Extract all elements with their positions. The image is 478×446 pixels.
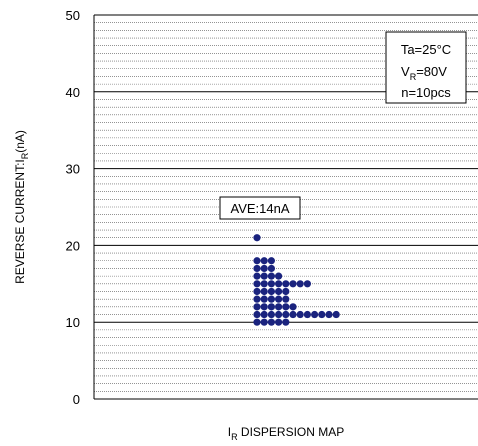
data-point [282,303,290,311]
data-point [303,280,311,288]
y-axis-label: REVERSE CURRENT:IR(nA) [13,130,30,284]
data-point [253,318,261,326]
data-point [275,310,283,319]
data-point [275,287,283,296]
data-point [275,318,283,326]
data-point [253,295,261,303]
average-label-box: AVE:14nA [219,196,301,220]
data-point [267,280,275,288]
data-point [296,310,304,319]
data-point [253,310,261,319]
data-point [282,287,290,296]
data-point [260,318,268,326]
data-point [260,287,268,296]
data-point [325,310,333,319]
data-point [275,303,283,311]
condition-sample-count: n=10pcs [401,85,451,100]
x-axis-label: IR DISPERSION MAP [228,425,345,442]
data-point [303,310,311,319]
data-point [267,295,275,303]
data-point [260,257,268,265]
data-point [275,272,283,280]
data-point [267,257,275,265]
y-tick-label: 10 [66,315,80,330]
data-point [253,280,261,288]
y-tick-labels: 0 10 20 30 40 50 [66,8,80,407]
data-point [253,257,261,265]
data-point [260,310,268,319]
data-point [260,280,268,288]
y-tick-label: 30 [66,162,80,177]
data-point [253,272,261,280]
data-point [289,280,297,288]
data-points [253,234,340,326]
condition-temperature: Ta=25°C [401,42,451,57]
data-point [267,303,275,311]
data-point [282,295,290,303]
y-tick-label: 40 [66,85,80,100]
data-point [318,310,326,319]
data-point [260,264,268,273]
average-label: AVE:14nA [230,201,289,216]
condition-voltage: VR=80V [401,64,447,82]
data-point [253,287,261,296]
data-point [253,234,261,242]
data-point [253,303,261,311]
data-point [253,264,261,273]
data-point [311,310,319,319]
data-point [282,318,290,326]
data-point [289,310,297,319]
data-point [267,287,275,296]
data-point [267,272,275,280]
data-point [296,280,304,288]
y-tick-label: 0 [73,392,80,407]
data-point [289,303,297,311]
y-tick-label: 20 [66,238,80,253]
conditions-box: Ta=25°C VR=80V n=10pcs [385,31,467,104]
data-point [332,310,340,319]
data-point [267,264,275,273]
data-point [260,303,268,311]
data-point [267,310,275,319]
data-point [275,280,283,288]
data-point [282,280,290,288]
y-tick-label: 50 [66,8,80,23]
data-point [267,318,275,326]
data-point [275,295,283,303]
data-point [260,272,268,280]
data-point [260,295,268,303]
data-point [282,310,290,319]
